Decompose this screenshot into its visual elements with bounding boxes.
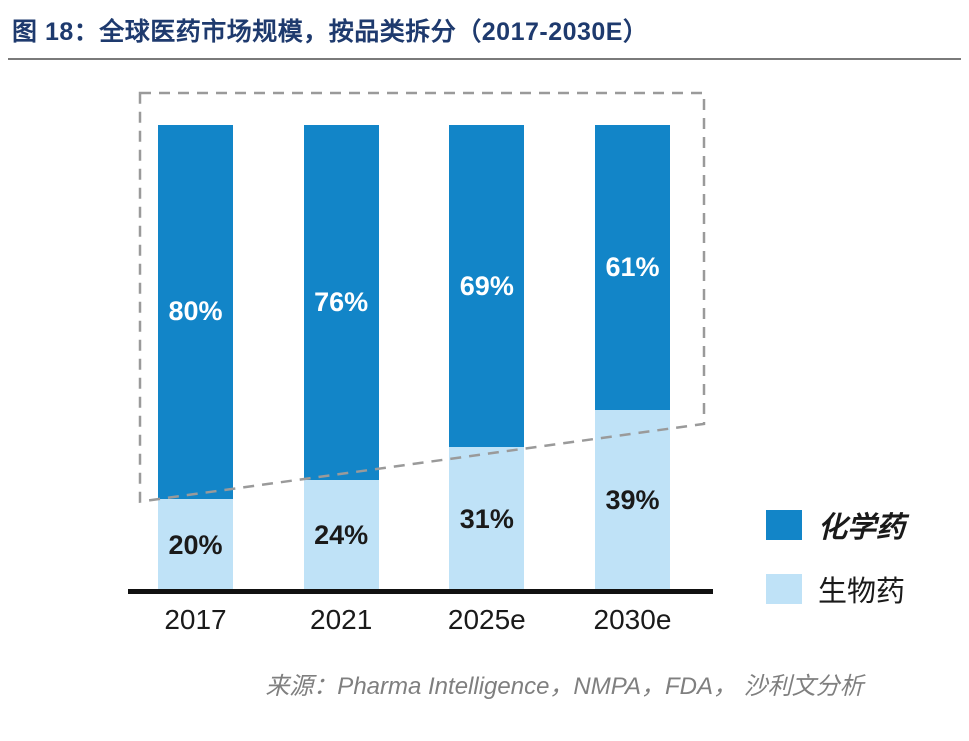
- bar-2021: 76% 24%: [303, 125, 379, 592]
- x-axis-label: 2017: [164, 604, 227, 635]
- legend-item: 生物药: [766, 568, 905, 610]
- value-label: 80%: [168, 296, 223, 327]
- stacked-bars-area: 80% 20% 76% 24% 69% 31% 61% 39%: [158, 125, 670, 592]
- segment-生物药: 39%: [594, 409, 670, 592]
- bar-2017: 80% 20%: [158, 125, 233, 592]
- value-label: 76%: [314, 286, 369, 317]
- segment-化学药: 69%: [449, 125, 525, 448]
- title-divider: [8, 58, 961, 60]
- legend-swatch: [766, 510, 802, 540]
- x-axis-line: [128, 589, 713, 594]
- segment-生物药: 20%: [158, 498, 233, 592]
- value-label: 61%: [605, 251, 660, 282]
- value-label: 31%: [459, 504, 514, 535]
- value-label: 24%: [314, 520, 369, 551]
- segment-化学药: 76%: [303, 125, 379, 480]
- segment-化学药: 61%: [594, 125, 670, 410]
- bar-2025e: 69% 31%: [449, 125, 525, 592]
- legend: 化学药 生物药: [766, 504, 905, 610]
- segment-生物药: 24%: [303, 479, 379, 592]
- x-axis-label: 2025e: [447, 604, 526, 635]
- x-axis-label: 2030e: [593, 604, 672, 635]
- x-axis-label: 2021: [310, 604, 373, 635]
- legend-label: 生物药: [818, 576, 906, 608]
- legend-item: 化学药: [766, 504, 905, 546]
- figure-title: 图 18：全球医药市场规模，按品类拆分（2017-2030E）: [12, 18, 649, 46]
- value-label: 39%: [605, 485, 660, 516]
- source-note: 来源：Pharma Intelligence，NMPA，FDA， 沙利文分析: [265, 673, 864, 700]
- x-axis-labels: 2017 2021 2025e 2030e: [158, 604, 672, 636]
- legend-label: 化学药: [818, 512, 906, 544]
- bar-2030e: 61% 39%: [594, 125, 670, 592]
- segment-生物药: 31%: [449, 447, 525, 592]
- segment-化学药: 80%: [158, 125, 233, 499]
- value-label: 20%: [168, 529, 223, 560]
- legend-swatch: [766, 574, 802, 604]
- value-label: 69%: [459, 270, 514, 301]
